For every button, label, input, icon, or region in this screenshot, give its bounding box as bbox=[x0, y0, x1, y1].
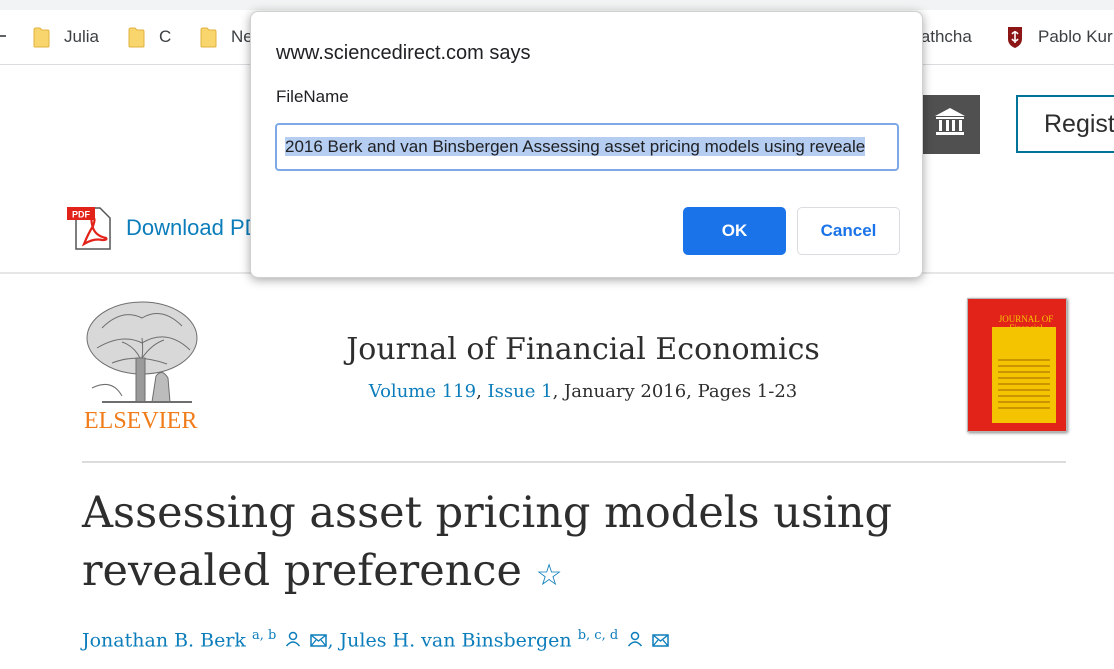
person-icon[interactable] bbox=[285, 630, 301, 652]
institution-button[interactable] bbox=[920, 95, 980, 154]
content-divider bbox=[82, 461, 1066, 463]
dialog-title: www.sciencedirect.com says bbox=[276, 42, 531, 64]
filename-input[interactable]: 2016 Berk and van Binsbergen Assessing a… bbox=[275, 123, 899, 171]
bookmark-ne[interactable]: Ne bbox=[200, 26, 253, 48]
register-button[interactable]: Regist bbox=[1016, 95, 1114, 153]
elsevier-wordmark: ELSEVIER bbox=[84, 408, 198, 434]
folder-icon bbox=[200, 27, 217, 48]
author-list: Jonathan B. Berk a, b , Jules H. van Bin… bbox=[82, 628, 670, 652]
journal-title[interactable]: Journal of Financial Economics bbox=[346, 332, 820, 367]
svg-text:PDF: PDF bbox=[72, 210, 91, 220]
author-name[interactable]: Jules H. van Binsbergen bbox=[339, 629, 572, 652]
envelope-icon[interactable] bbox=[652, 630, 670, 652]
author-affiliation[interactable]: a, b bbox=[252, 628, 277, 643]
cover-title: JOURNAL OF Financial ECONOMICS bbox=[998, 314, 1054, 342]
issue-link[interactable]: Issue 1 bbox=[487, 381, 553, 402]
stanford-icon bbox=[1006, 25, 1024, 49]
bookmark-label: Ne bbox=[231, 27, 253, 46]
star-icon[interactable]: ☆ bbox=[535, 558, 563, 593]
issue-details: , January 2016, Pages 1-23 bbox=[552, 381, 798, 402]
volume-issue-separator: , bbox=[476, 381, 488, 402]
bookmark-c[interactable]: C bbox=[128, 26, 171, 48]
elsevier-tree-logo[interactable] bbox=[82, 298, 202, 436]
download-pdf-label: Download PD bbox=[126, 215, 261, 240]
cancel-button[interactable]: Cancel bbox=[797, 207, 900, 255]
author-affiliation[interactable]: b, c, d bbox=[577, 628, 619, 643]
bookmark-label: C bbox=[159, 27, 172, 46]
author-name[interactable]: Jonathan B. Berk bbox=[82, 629, 246, 652]
institution-icon bbox=[934, 107, 966, 142]
bookmark-lathcha[interactable]: lathcha bbox=[917, 26, 972, 48]
folder-icon bbox=[33, 27, 50, 48]
article-title: Assessing asset pricing models using rev… bbox=[82, 484, 1082, 605]
filename-input-value: 2016 Berk and van Binsbergen Assessing a… bbox=[285, 137, 866, 156]
bookmark-label: Pablo Kur bbox=[1038, 27, 1113, 46]
person-icon[interactable] bbox=[627, 630, 643, 652]
browser-top-strip bbox=[0, 0, 1114, 10]
dialog-label: FileName bbox=[276, 87, 349, 106]
author-separator: , bbox=[327, 629, 340, 652]
folder-icon bbox=[128, 27, 145, 48]
volume-link[interactable]: Volume 119 bbox=[368, 381, 477, 402]
prompt-dialog: www.sciencedirect.com says FileName 2016… bbox=[250, 11, 923, 278]
bookmark-label: Julia bbox=[64, 27, 99, 46]
journal-cover-image[interactable]: JOURNAL OF Financial ECONOMICS bbox=[967, 298, 1067, 432]
pdf-icon: PDF bbox=[66, 204, 114, 252]
cover-contents-lines bbox=[998, 359, 1050, 413]
article-title-text: Assessing asset pricing models using rev… bbox=[82, 488, 892, 596]
bookmark-truncated[interactable] bbox=[0, 35, 6, 37]
ok-button[interactable]: OK bbox=[683, 207, 786, 255]
envelope-icon[interactable] bbox=[310, 630, 328, 652]
bookmark-pablo[interactable]: Pablo Kur bbox=[1006, 26, 1113, 48]
download-pdf-link[interactable]: PDF Download PD bbox=[66, 204, 261, 252]
journal-issue-info: Volume 119, Issue 1, January 2016, Pages… bbox=[250, 381, 916, 402]
bookmark-julia[interactable]: Julia bbox=[33, 26, 99, 48]
bookmark-label: lathcha bbox=[917, 27, 972, 46]
